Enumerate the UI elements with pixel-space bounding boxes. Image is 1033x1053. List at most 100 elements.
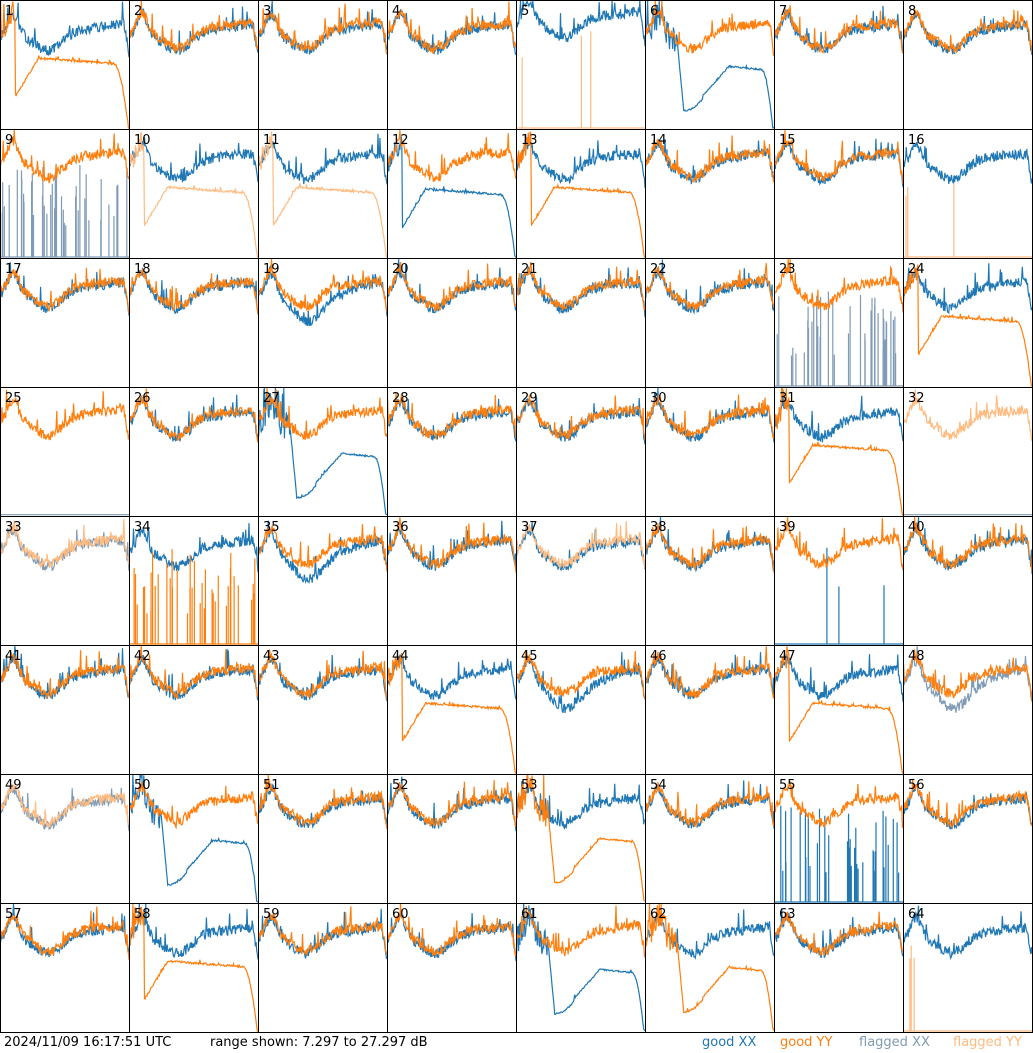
legend-good-yy: good YY bbox=[780, 1035, 833, 1050]
trace-good-yy bbox=[645, 135, 774, 183]
trace-good-yy bbox=[645, 646, 774, 699]
panel-border bbox=[258, 903, 388, 1033]
trace-good-yy bbox=[774, 781, 903, 829]
trace-good-yy bbox=[387, 516, 516, 573]
trace-flagged-yy bbox=[258, 131, 387, 258]
panel-51: 51 bbox=[258, 774, 388, 904]
panel-label: 20 bbox=[392, 262, 409, 277]
panel-9: 9 bbox=[0, 129, 130, 259]
panel-60: 60 bbox=[387, 903, 517, 1033]
panel-label: 39 bbox=[779, 520, 796, 535]
trace-good-xx bbox=[258, 908, 387, 960]
panel-label: 26 bbox=[134, 391, 151, 406]
timestamp: 2024/11/09 16:17:51 UTC bbox=[4, 1035, 172, 1050]
trace-flagged-yy bbox=[903, 183, 1032, 258]
trace-good-yy bbox=[774, 645, 903, 774]
panel-31: 31 bbox=[774, 387, 904, 517]
panel-3: 3 bbox=[258, 0, 388, 130]
panel-25: 25 bbox=[0, 387, 130, 517]
trace-good-yy bbox=[258, 3, 387, 55]
panel-48: 48 bbox=[903, 645, 1033, 775]
trace-good-xx bbox=[129, 523, 258, 573]
panel-label: 18 bbox=[134, 262, 151, 277]
panel-label: 29 bbox=[521, 391, 538, 406]
trace-good-yy bbox=[774, 5, 903, 54]
panel-label: 43 bbox=[263, 649, 280, 664]
panel-46: 46 bbox=[645, 645, 775, 775]
trace-good-xx bbox=[129, 137, 258, 183]
panel-54: 54 bbox=[645, 774, 775, 904]
panel-52: 52 bbox=[387, 774, 517, 904]
panel-border bbox=[0, 903, 130, 1033]
panel-label: 48 bbox=[908, 649, 925, 664]
panel-label: 21 bbox=[521, 262, 538, 277]
trace-good-yy bbox=[645, 263, 774, 311]
panel-label: 40 bbox=[908, 520, 925, 535]
legend-flagged-yy: flagged YY bbox=[953, 1035, 1022, 1050]
panel-border bbox=[129, 0, 259, 130]
trace-good-yy bbox=[129, 645, 258, 700]
panel-57: 57 bbox=[0, 903, 130, 1033]
panel-label: 32 bbox=[908, 391, 925, 406]
panel-20: 20 bbox=[387, 258, 517, 388]
panel-border bbox=[516, 129, 646, 259]
trace-good-yy bbox=[774, 911, 903, 956]
trace-good-yy bbox=[516, 905, 645, 958]
panel-label: 8 bbox=[908, 4, 916, 19]
panel-34: 34 bbox=[129, 516, 259, 646]
panel-36: 36 bbox=[387, 516, 517, 646]
trace-good-yy bbox=[903, 8, 1032, 54]
panel-border bbox=[129, 903, 259, 1033]
panel-12: 12 bbox=[387, 129, 517, 259]
panel-22: 22 bbox=[645, 258, 775, 388]
panel-label: 51 bbox=[263, 778, 280, 793]
trace-good-xx bbox=[387, 654, 516, 700]
trace-good-yy bbox=[903, 649, 1032, 702]
legend-good-xx: good XX bbox=[702, 1035, 757, 1050]
trace-good-xx bbox=[258, 520, 387, 585]
panel-label: 30 bbox=[650, 391, 667, 406]
panel-26: 26 bbox=[129, 387, 259, 517]
panel-19: 19 bbox=[258, 258, 388, 388]
trace-good-yy bbox=[258, 524, 387, 572]
panel-label: 37 bbox=[521, 520, 538, 535]
panel-label: 36 bbox=[392, 520, 409, 535]
panel-39: 39 bbox=[774, 516, 904, 646]
panel-53: 53 bbox=[516, 774, 646, 904]
panel-21: 21 bbox=[516, 258, 646, 388]
trace-good-yy bbox=[387, 1, 516, 54]
panel-border bbox=[0, 387, 130, 517]
panel-label: 49 bbox=[5, 778, 22, 793]
trace-good-yy bbox=[0, 906, 129, 960]
panel-17: 17 bbox=[0, 258, 130, 388]
panel-label: 57 bbox=[5, 907, 22, 922]
trace-good-yy bbox=[387, 129, 516, 182]
trace-good-yy bbox=[387, 652, 516, 774]
trace-good-xx bbox=[774, 389, 903, 443]
panel-15: 15 bbox=[774, 129, 904, 259]
panel-58: 58 bbox=[129, 903, 259, 1033]
panel-border bbox=[258, 516, 388, 646]
panel-43: 43 bbox=[258, 645, 388, 775]
panel-border bbox=[516, 774, 646, 904]
panel-border bbox=[645, 774, 775, 904]
panel-label: 22 bbox=[650, 262, 667, 277]
panel-42: 42 bbox=[129, 645, 259, 775]
panel-32: 32 bbox=[903, 387, 1033, 517]
trace-flagged-yy bbox=[0, 783, 129, 829]
panel-23: 23 bbox=[774, 258, 904, 388]
panel-49: 49 bbox=[0, 774, 130, 904]
panel-35: 35 bbox=[258, 516, 388, 646]
trace-good-yy bbox=[129, 781, 258, 830]
trace-good-yy bbox=[129, 549, 258, 645]
panel-55: 55 bbox=[774, 774, 904, 904]
trace-good-yy bbox=[774, 387, 903, 516]
trace-good-yy bbox=[387, 903, 516, 957]
panel-14: 14 bbox=[645, 129, 775, 259]
panel-10: 10 bbox=[129, 129, 259, 259]
trace-good-xx bbox=[258, 133, 387, 185]
panel-63: 63 bbox=[774, 903, 904, 1033]
trace-good-yy bbox=[516, 774, 645, 902]
trace-good-xx bbox=[516, 133, 645, 188]
panel-border bbox=[0, 645, 130, 775]
